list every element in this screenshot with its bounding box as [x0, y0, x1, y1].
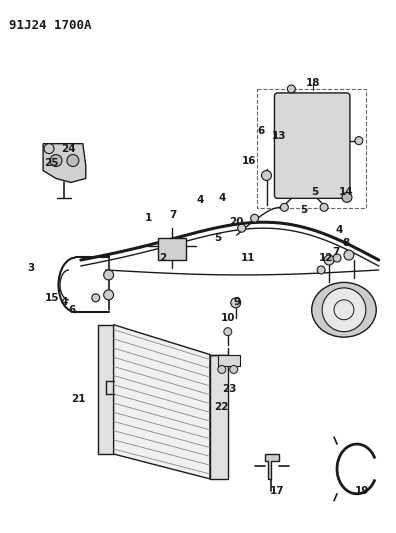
Text: 24: 24 — [62, 143, 76, 154]
Circle shape — [104, 270, 114, 280]
Circle shape — [355, 136, 363, 144]
Text: 15: 15 — [45, 293, 59, 303]
Text: 4: 4 — [218, 193, 225, 204]
Text: 7: 7 — [332, 247, 340, 257]
Text: 4: 4 — [335, 225, 343, 235]
Text: 5: 5 — [214, 233, 221, 243]
Circle shape — [230, 366, 238, 374]
Polygon shape — [43, 144, 86, 182]
Text: 22: 22 — [215, 402, 229, 412]
Text: 11: 11 — [240, 253, 255, 263]
Circle shape — [104, 290, 114, 300]
Text: 6: 6 — [68, 305, 76, 315]
Text: 91J24 1700A: 91J24 1700A — [10, 19, 92, 33]
Bar — [218, 354, 240, 367]
Bar — [158, 238, 186, 260]
Text: 18: 18 — [306, 78, 320, 88]
Circle shape — [50, 155, 62, 166]
Text: 6: 6 — [257, 126, 264, 136]
Circle shape — [92, 294, 100, 302]
Text: 16: 16 — [242, 156, 256, 166]
Circle shape — [67, 155, 79, 166]
Text: 20: 20 — [229, 217, 244, 227]
Circle shape — [251, 214, 259, 222]
Text: 1: 1 — [145, 213, 152, 223]
Text: 10: 10 — [221, 313, 235, 323]
Polygon shape — [114, 325, 210, 479]
Circle shape — [231, 298, 241, 308]
Circle shape — [317, 266, 325, 274]
Polygon shape — [210, 354, 228, 479]
Circle shape — [333, 254, 341, 262]
Circle shape — [218, 366, 226, 374]
Text: 19: 19 — [355, 486, 369, 496]
Ellipse shape — [312, 282, 376, 337]
Circle shape — [44, 144, 54, 154]
Circle shape — [224, 328, 232, 336]
Text: 3: 3 — [28, 263, 35, 273]
Circle shape — [261, 171, 272, 181]
Text: 4: 4 — [196, 196, 204, 205]
Text: 13: 13 — [272, 131, 287, 141]
Circle shape — [324, 255, 334, 265]
Circle shape — [280, 203, 288, 211]
Circle shape — [342, 192, 352, 203]
Text: 12: 12 — [319, 253, 333, 263]
Circle shape — [287, 85, 295, 93]
Text: 17: 17 — [270, 486, 285, 496]
Circle shape — [344, 250, 354, 260]
Polygon shape — [98, 325, 114, 454]
Text: 4: 4 — [60, 297, 68, 307]
Text: 5: 5 — [312, 188, 319, 197]
Text: 25: 25 — [44, 158, 58, 167]
Text: 2: 2 — [160, 253, 167, 263]
Text: 7: 7 — [169, 210, 177, 220]
Text: 5: 5 — [301, 205, 308, 215]
Text: 8: 8 — [342, 238, 350, 248]
Text: 9: 9 — [233, 297, 240, 307]
Text: 14: 14 — [339, 188, 353, 197]
Text: 21: 21 — [72, 394, 86, 405]
Circle shape — [320, 203, 328, 211]
FancyBboxPatch shape — [274, 93, 350, 198]
Bar — [257, 89, 366, 208]
Polygon shape — [265, 454, 280, 479]
Circle shape — [322, 288, 366, 332]
Circle shape — [238, 224, 246, 232]
Text: 23: 23 — [223, 384, 237, 394]
